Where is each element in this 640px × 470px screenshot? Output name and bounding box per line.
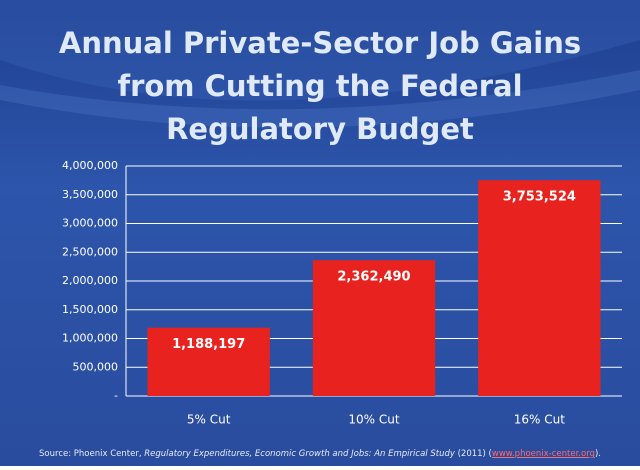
source-note: Source: Phoenix Center, Regulatory Expen… bbox=[0, 449, 640, 459]
chart-title: Regulatory Budget bbox=[166, 112, 474, 146]
source-link[interactable]: www.phoenix-center.org bbox=[491, 449, 595, 459]
data-label: 1,188,197 bbox=[172, 337, 245, 352]
bar bbox=[147, 327, 270, 396]
y-tick-label: 500,000 bbox=[73, 360, 119, 373]
y-tick-label: 4,000,000 bbox=[62, 159, 118, 172]
data-label: 2,362,490 bbox=[337, 270, 410, 285]
data-label: 3,753,524 bbox=[503, 190, 576, 205]
y-tick-label: 1,000,000 bbox=[62, 332, 118, 345]
x-tick-label: 5% Cut bbox=[187, 413, 231, 427]
x-tick-label: 10% Cut bbox=[348, 413, 399, 427]
swoosh bbox=[0, 70, 640, 128]
y-tick-label: 2,500,000 bbox=[62, 245, 118, 258]
source-year: (2011) ( bbox=[457, 449, 492, 459]
bar bbox=[312, 260, 436, 396]
y-tick-label: 1,500,000 bbox=[62, 303, 118, 316]
y-tick-label: 2,000,000 bbox=[62, 274, 118, 287]
bar bbox=[478, 180, 601, 396]
source-prefix: Source: Phoenix Center, bbox=[39, 449, 142, 459]
x-tick-label: 16% Cut bbox=[514, 413, 565, 427]
source-study: Regulatory Expenditures, Economic Growth… bbox=[144, 449, 455, 459]
chart-title: from Cutting the Federal bbox=[117, 69, 522, 103]
swoosh bbox=[0, 0, 640, 101]
chart-title: Annual Private-Sector Job Gains bbox=[59, 26, 581, 60]
y-tick-label: 3,500,000 bbox=[62, 188, 118, 201]
y-tick-label: - bbox=[114, 389, 118, 402]
y-tick-label: 3,000,000 bbox=[62, 217, 118, 230]
source-suffix: ). bbox=[594, 449, 601, 459]
